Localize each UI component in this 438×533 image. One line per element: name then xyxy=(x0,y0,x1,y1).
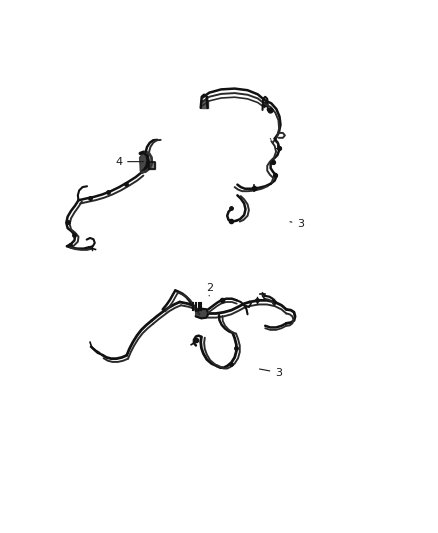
Polygon shape xyxy=(196,309,208,318)
Text: 3: 3 xyxy=(290,219,304,229)
Text: 3: 3 xyxy=(259,368,282,377)
Text: 1: 1 xyxy=(270,139,281,151)
Polygon shape xyxy=(149,161,155,168)
Polygon shape xyxy=(201,100,208,108)
Polygon shape xyxy=(140,152,150,171)
Text: 2: 2 xyxy=(205,282,213,296)
Text: 4: 4 xyxy=(115,157,144,167)
